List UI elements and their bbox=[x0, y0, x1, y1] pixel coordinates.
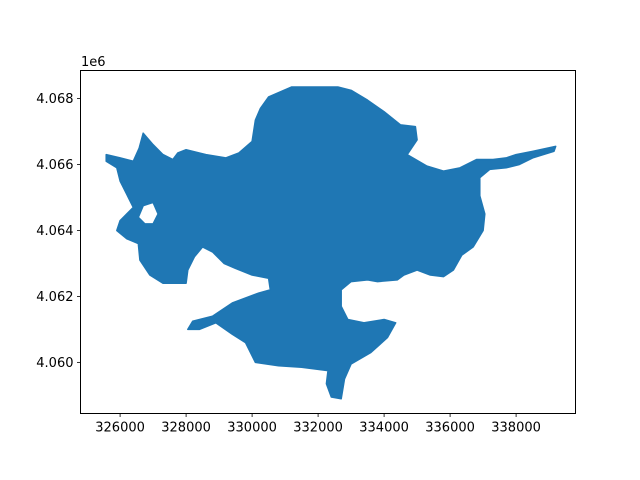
map-polygon-layer bbox=[105, 86, 557, 400]
y-tick-label: 4.062 bbox=[36, 290, 73, 305]
axes-frame bbox=[80, 70, 576, 414]
y-offset-label: 1e6 bbox=[81, 55, 106, 70]
x-tick-label: 328000 bbox=[161, 421, 211, 436]
x-tick-label: 330000 bbox=[227, 421, 277, 436]
x-axis: 326000 328000 330000 332000 334000 336000 3380… bbox=[95, 413, 541, 436]
x-tick-label: 338000 bbox=[491, 421, 541, 436]
y-axis: 4.060 4.062 4.064 4.066 4.068 bbox=[36, 92, 81, 371]
y-tick-label: 4.066 bbox=[36, 158, 73, 173]
y-tick-label: 4.064 bbox=[36, 224, 73, 239]
y-tick-label: 4.060 bbox=[36, 356, 73, 371]
y-tick-label: 4.068 bbox=[36, 92, 73, 107]
x-tick-label: 336000 bbox=[425, 421, 475, 436]
x-tick-label: 326000 bbox=[95, 421, 145, 436]
x-tick-label: 334000 bbox=[359, 421, 409, 436]
x-tick-label: 332000 bbox=[293, 421, 343, 436]
region-polygon bbox=[105, 86, 557, 400]
